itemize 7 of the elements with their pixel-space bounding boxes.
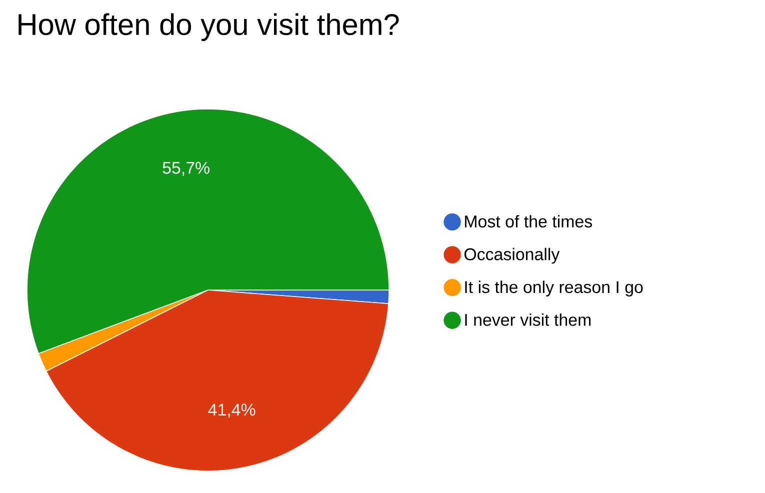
legend-label: Most of the times bbox=[465, 215, 592, 228]
data-label: 41,4% bbox=[208, 404, 256, 418]
chart-title: How often do you visit them? bbox=[18, 13, 399, 42]
legend-label: Occasionally bbox=[464, 248, 560, 264]
legend-label: It is the only reason I go bbox=[465, 280, 643, 296]
legend-label: I never visit them bbox=[465, 313, 591, 326]
data-label: 55,7% bbox=[162, 162, 210, 176]
